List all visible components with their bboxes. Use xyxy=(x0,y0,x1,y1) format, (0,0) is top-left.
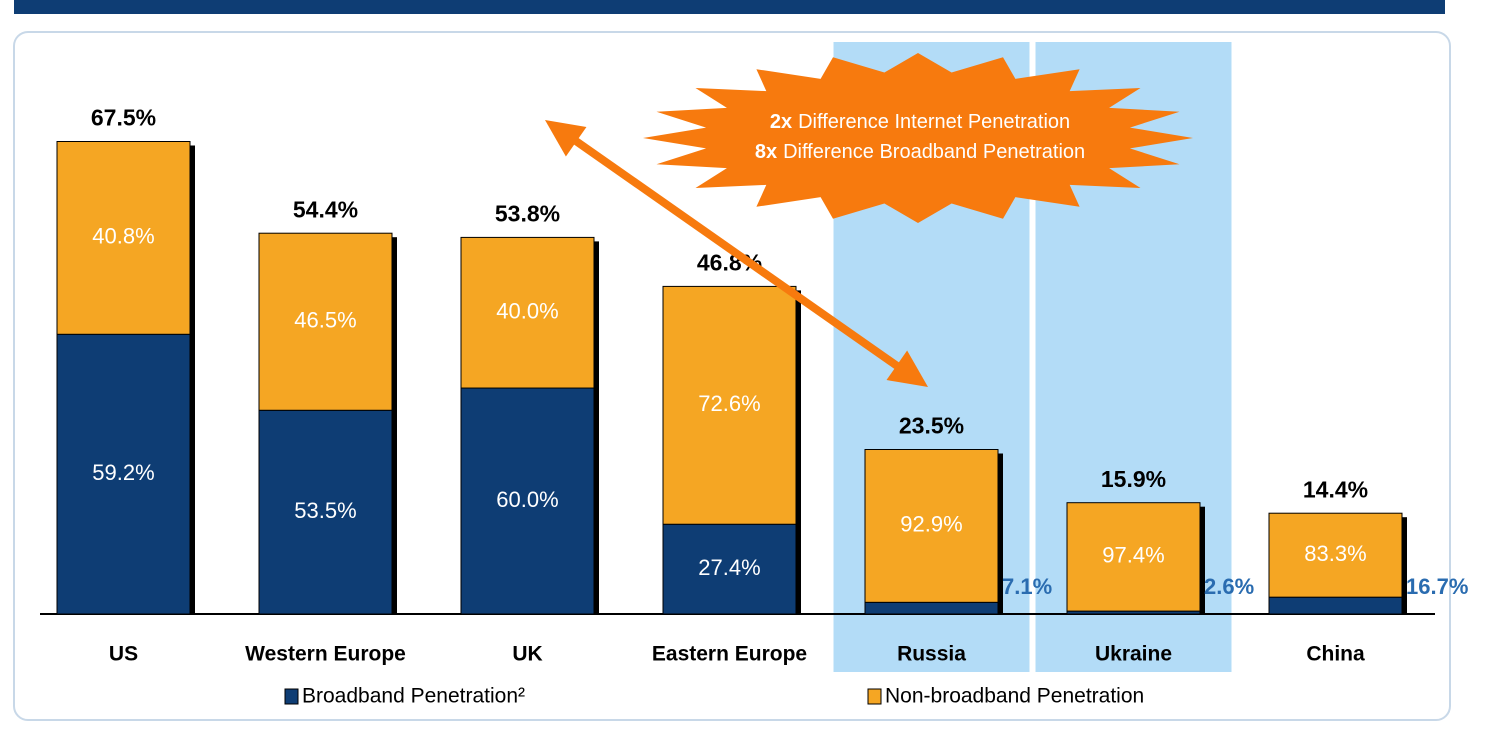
x-tick-label: Ukraine xyxy=(1095,643,1172,666)
x-tick-label: Western Europe xyxy=(245,643,406,666)
bar-segment xyxy=(56,333,191,615)
bar-segment xyxy=(460,387,595,615)
total-label: 23.5% xyxy=(899,413,964,439)
segment-label: 72.6% xyxy=(698,391,760,416)
annotation-part: Difference Broadband Penetration xyxy=(783,141,1085,163)
segment-label: 92.9% xyxy=(900,512,962,537)
annotation: 2x Difference Internet Penetration xyxy=(770,111,1070,133)
segment-label: 46.5% xyxy=(294,308,356,333)
x-tick-label: China xyxy=(1306,643,1365,666)
segment-label: 2.6% xyxy=(1204,574,1254,599)
bar-segment xyxy=(1066,502,1201,612)
segment-label: 97.4% xyxy=(1102,543,1164,568)
arrow-line xyxy=(560,128,913,379)
segment-label: 27.4% xyxy=(698,555,760,580)
bar-segment xyxy=(258,409,393,615)
annotation-part: Difference Internet Penetration xyxy=(798,111,1070,133)
segment-label: 16.7% xyxy=(1406,574,1468,599)
bar-segment xyxy=(864,601,999,615)
starburst xyxy=(643,53,1193,223)
total-label: 14.4% xyxy=(1303,476,1368,502)
segment-label: 60.0% xyxy=(496,487,558,512)
x-tick-label: UK xyxy=(512,643,542,666)
arrow-head xyxy=(886,350,928,387)
total-label: 15.9% xyxy=(1101,466,1166,492)
bar-segment xyxy=(1268,596,1403,615)
bar-segment xyxy=(258,232,393,411)
legend-swatch xyxy=(867,688,882,705)
bar-segment xyxy=(662,523,797,615)
bar-segment xyxy=(1268,512,1403,598)
legend-swatch xyxy=(284,688,299,705)
annotation: 8x Difference Broadband Penetration xyxy=(755,141,1085,163)
legend-label: Broadband Penetration² xyxy=(302,685,525,708)
bar-segment xyxy=(864,449,999,603)
annotation-part: 8x xyxy=(755,141,777,163)
x-tick-label: Russia xyxy=(897,643,966,666)
annotation-part: 2x xyxy=(770,111,792,133)
segment-label: 40.8% xyxy=(92,224,154,249)
segment-label: 59.2% xyxy=(92,460,154,485)
x-tick-label: US xyxy=(109,643,138,666)
legend-label: Non-broadband Penetration xyxy=(885,685,1144,708)
segment-label: 40.0% xyxy=(496,299,558,324)
bar-segment xyxy=(460,236,595,389)
segment-label: 83.3% xyxy=(1304,541,1366,566)
total-label: 53.8% xyxy=(495,200,560,226)
bar-segment xyxy=(56,141,191,335)
arrow-head xyxy=(545,120,587,157)
segment-label: 7.1% xyxy=(1002,574,1052,599)
total-label: 67.5% xyxy=(91,105,156,131)
bar-segment xyxy=(662,285,797,525)
segment-label: 53.5% xyxy=(294,498,356,523)
header-bar xyxy=(14,0,1445,14)
x-tick-label: Eastern Europe xyxy=(652,643,807,666)
total-label: 54.4% xyxy=(293,196,358,222)
